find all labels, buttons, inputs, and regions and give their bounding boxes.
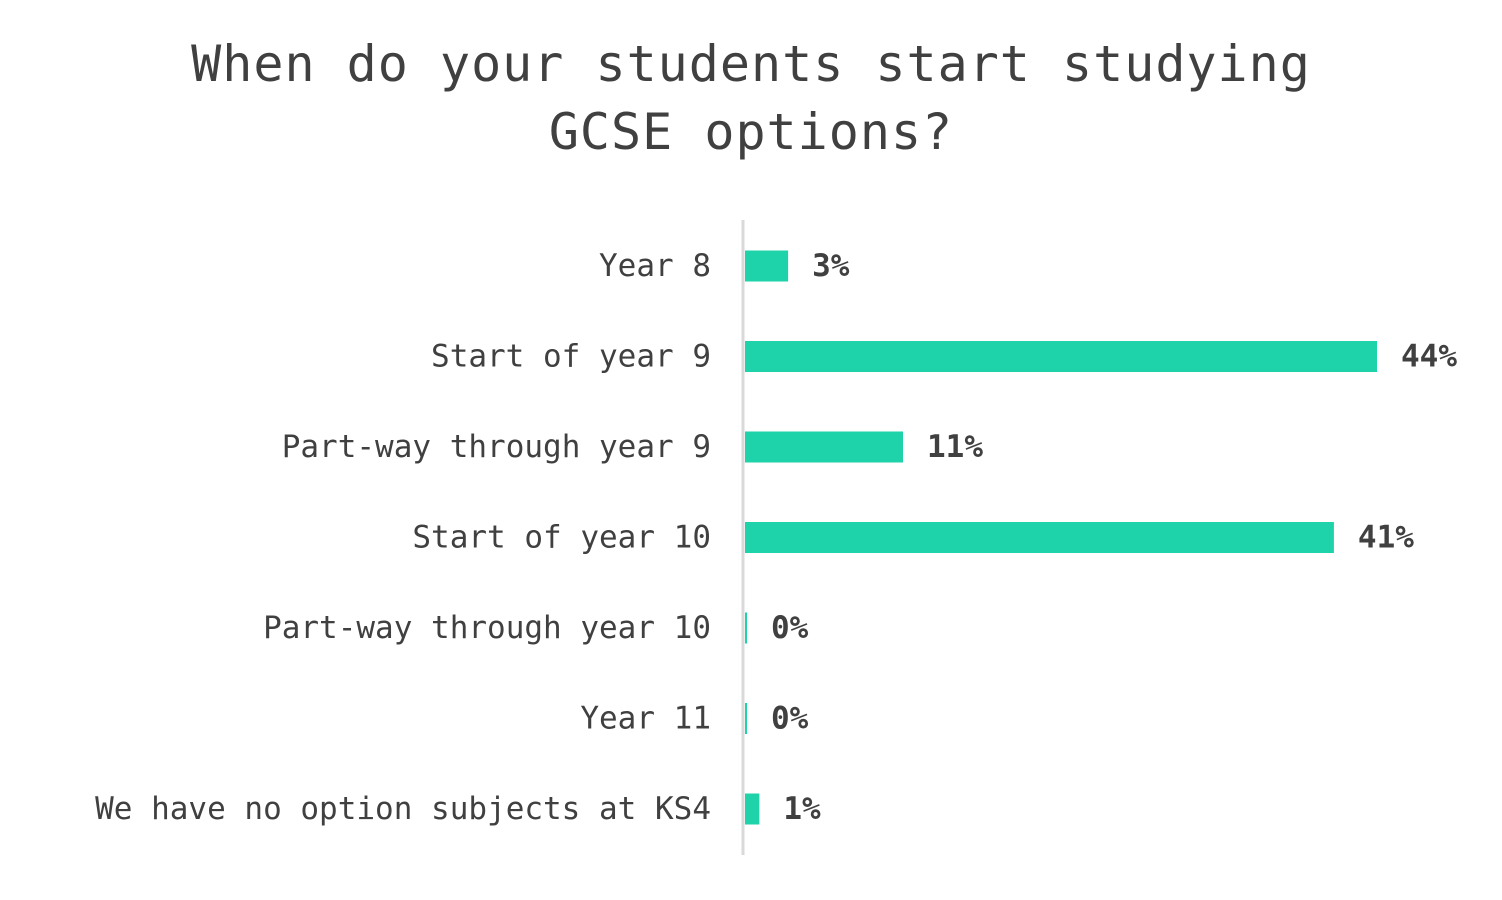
data-label: 11%	[927, 429, 983, 465]
data-label: 3%	[812, 248, 850, 284]
data-label: 1%	[783, 791, 821, 827]
data-label: 44%	[1401, 339, 1457, 375]
bar	[745, 431, 903, 463]
bar	[745, 612, 747, 644]
chart-title: When do your students start studying GCS…	[0, 30, 1502, 166]
category-label: Start of year 9	[431, 339, 711, 375]
bar	[745, 793, 760, 825]
data-label: 0%	[771, 701, 809, 737]
chart-title-line-1: When do your students start studying	[191, 35, 1311, 93]
category-label: Start of year 10	[412, 520, 711, 556]
chart-title-line-2: GCSE options?	[548, 103, 954, 161]
category-label: Part-way through year 10	[263, 610, 711, 646]
bar	[745, 341, 1377, 372]
category-label: Year 11	[580, 701, 711, 737]
data-label: 41%	[1358, 520, 1414, 556]
category-label: Part-way through year 9	[282, 429, 711, 465]
data-label: 0%	[771, 610, 809, 646]
bar	[745, 250, 789, 282]
bar	[745, 522, 1334, 553]
bar	[745, 703, 747, 734]
category-label: Year 8	[599, 248, 711, 284]
category-label: We have no option subjects at KS4	[95, 791, 711, 827]
